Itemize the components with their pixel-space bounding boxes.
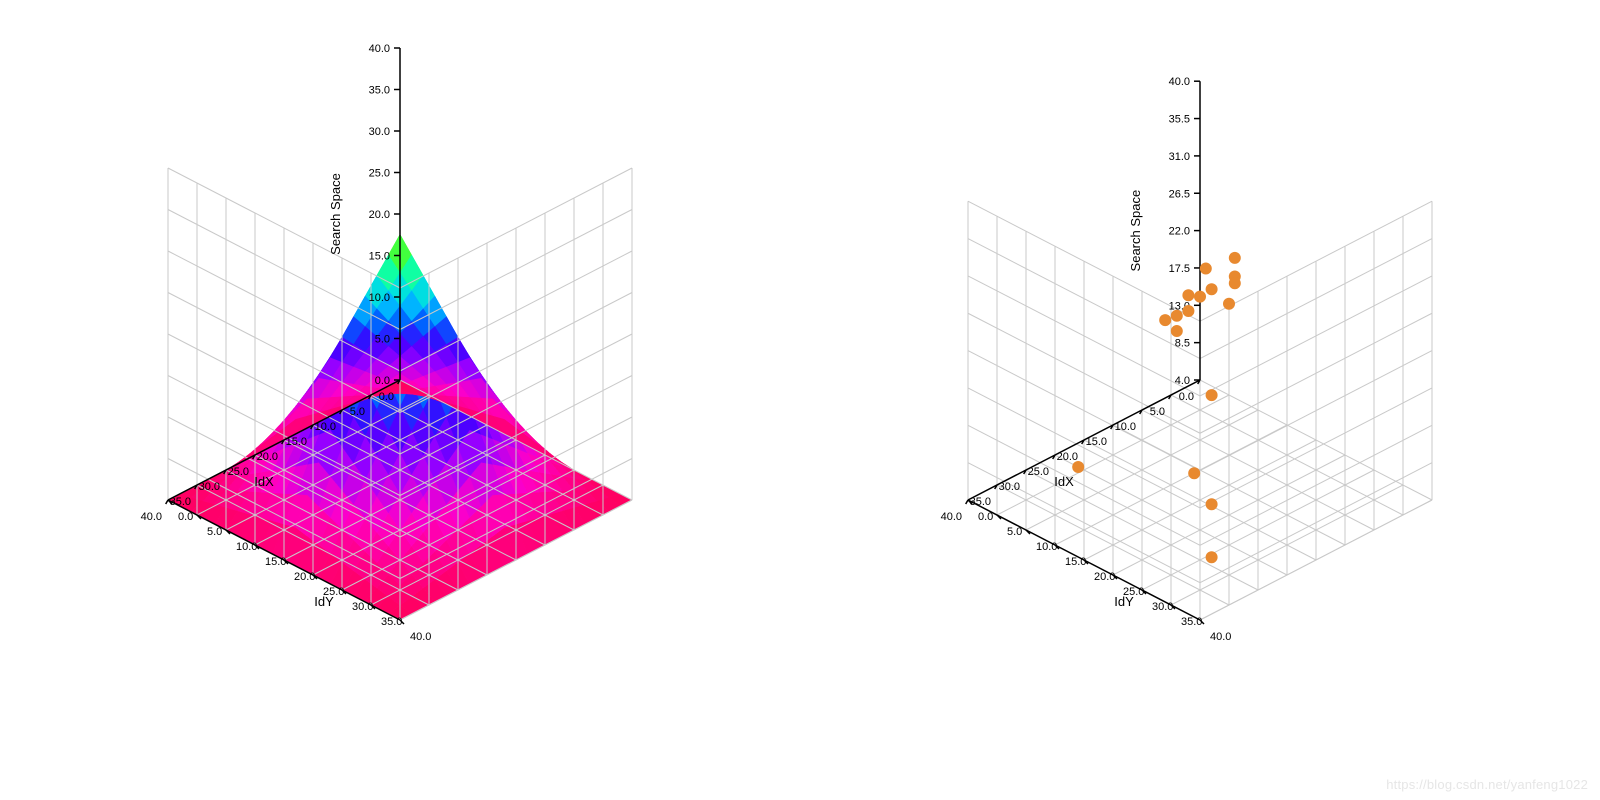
svg-text:0.0: 0.0 bbox=[978, 511, 993, 523]
svg-text:31.0: 31.0 bbox=[1169, 151, 1190, 163]
scatter-chart: 4.08.513.017.522.026.531.035.540.00.05.0… bbox=[800, 0, 1600, 800]
surface-panel: 0.0 5.0 10.0 15.0 20.0 25.0 30.0 35.0 40.0 0.0 5.0… bbox=[0, 0, 800, 800]
svg-text:26.5: 26.5 bbox=[1169, 188, 1190, 200]
svg-text:40.0: 40.0 bbox=[1210, 631, 1231, 643]
svg-text:40.0: 40.0 bbox=[369, 43, 390, 55]
svg-text:10.0: 10.0 bbox=[369, 292, 390, 304]
svg-text:Search Space: Search Space bbox=[328, 173, 343, 255]
svg-text:IdY: IdY bbox=[1114, 594, 1134, 609]
svg-text:30.0: 30.0 bbox=[1152, 601, 1173, 613]
svg-text:10.0: 10.0 bbox=[236, 541, 257, 553]
svg-text:20.0: 20.0 bbox=[294, 571, 315, 583]
svg-text:30.0: 30.0 bbox=[369, 126, 390, 138]
svg-text:30.0: 30.0 bbox=[199, 481, 220, 493]
svg-text:35.0: 35.0 bbox=[381, 616, 402, 628]
svg-text:10.0: 10.0 bbox=[315, 421, 336, 433]
svg-text:10.0: 10.0 bbox=[1036, 541, 1057, 553]
svg-text:35.5: 35.5 bbox=[1169, 114, 1190, 126]
svg-text:4.0: 4.0 bbox=[1175, 375, 1190, 387]
svg-text:15.0: 15.0 bbox=[265, 556, 286, 568]
svg-text:0.0: 0.0 bbox=[379, 391, 394, 403]
svg-text:IdX: IdX bbox=[254, 474, 274, 489]
svg-text:35.0: 35.0 bbox=[1181, 616, 1202, 628]
svg-text:17.5: 17.5 bbox=[1169, 263, 1190, 275]
svg-text:35.0: 35.0 bbox=[369, 85, 390, 97]
svg-text:15.0: 15.0 bbox=[1086, 436, 1107, 448]
svg-text:5.0: 5.0 bbox=[350, 406, 365, 418]
watermark-text: https://blog.csdn.net/yanfeng1022 bbox=[1386, 777, 1588, 792]
svg-text:Search Space: Search Space bbox=[1128, 190, 1143, 272]
svg-text:30.0: 30.0 bbox=[999, 481, 1020, 493]
scatter-panel: 4.08.513.017.522.026.531.035.540.00.05.0… bbox=[800, 0, 1600, 800]
svg-text:IdY: IdY bbox=[314, 594, 334, 609]
svg-text:15.0: 15.0 bbox=[286, 436, 307, 448]
svg-text:0.0: 0.0 bbox=[375, 375, 390, 387]
svg-text:5.0: 5.0 bbox=[207, 526, 222, 538]
svg-text:25.0: 25.0 bbox=[369, 168, 390, 180]
svg-text:10.0: 10.0 bbox=[1115, 421, 1136, 433]
svg-text:5.0: 5.0 bbox=[375, 334, 390, 346]
svg-text:IdX: IdX bbox=[1054, 474, 1074, 489]
svg-text:15.0: 15.0 bbox=[369, 251, 390, 263]
svg-text:20.0: 20.0 bbox=[1094, 571, 1115, 583]
svg-text:0.0: 0.0 bbox=[178, 511, 193, 523]
svg-text:20.0: 20.0 bbox=[257, 451, 278, 463]
svg-text:5.0: 5.0 bbox=[1150, 406, 1165, 418]
svg-text:30.0: 30.0 bbox=[352, 601, 373, 613]
surface-chart: 0.0 5.0 10.0 15.0 20.0 25.0 30.0 35.0 40.0 0.0 5.0… bbox=[0, 0, 800, 800]
svg-text:0.0: 0.0 bbox=[1179, 391, 1194, 403]
svg-text:8.5: 8.5 bbox=[1175, 338, 1190, 350]
svg-text:5.0: 5.0 bbox=[1007, 526, 1022, 538]
svg-text:25.0: 25.0 bbox=[228, 466, 249, 478]
svg-text:40.0: 40.0 bbox=[141, 511, 162, 523]
svg-text:22.0: 22.0 bbox=[1169, 226, 1190, 238]
svg-text:40.0: 40.0 bbox=[410, 631, 431, 643]
svg-text:40.0: 40.0 bbox=[1169, 76, 1190, 88]
svg-text:40.0: 40.0 bbox=[941, 511, 962, 523]
svg-text:15.0: 15.0 bbox=[1065, 556, 1086, 568]
svg-text:20.0: 20.0 bbox=[1057, 451, 1078, 463]
svg-text:25.0: 25.0 bbox=[1028, 466, 1049, 478]
svg-text:20.0: 20.0 bbox=[369, 209, 390, 221]
